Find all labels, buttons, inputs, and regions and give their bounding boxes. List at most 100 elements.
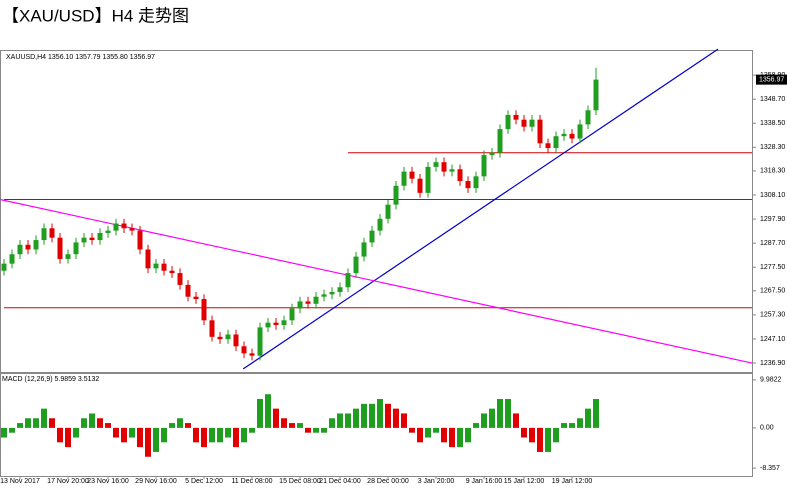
macd-bar	[193, 427, 199, 443]
candle-body	[25, 244, 31, 250]
y-tick-label: 1308.10	[760, 192, 785, 199]
candle-body	[265, 322, 271, 328]
candle-body	[497, 129, 503, 153]
x-tick-label: 3 Jan 20:00	[418, 478, 455, 485]
macd-bar	[265, 394, 271, 428]
candle-body	[257, 327, 263, 356]
macd-bar	[25, 418, 31, 428]
candle-body	[361, 242, 367, 257]
candle-body	[97, 232, 103, 241]
candle-body	[17, 244, 23, 255]
candle-body	[225, 334, 231, 340]
x-tick-label: 19 Jan 12:00	[552, 478, 593, 485]
macd-bar	[545, 427, 551, 452]
macd-bar	[345, 413, 351, 428]
candle-body	[113, 223, 119, 231]
macd-bar	[313, 427, 319, 433]
macd-bar	[73, 427, 79, 438]
candle-body	[561, 133, 567, 137]
macd-bar	[409, 427, 415, 433]
macd-bar	[329, 418, 335, 428]
macd-bar	[249, 427, 255, 433]
y-tick-label: 1338.50	[760, 120, 785, 127]
macd-bar	[41, 408, 47, 428]
macd-bar	[9, 427, 15, 433]
macd-bar	[281, 418, 287, 428]
chart-title: 【XAU/USD】H4 走势图	[2, 6, 189, 25]
candle-body	[345, 273, 351, 288]
candle-body	[313, 296, 319, 304]
candle-body	[401, 171, 407, 186]
candle-body	[169, 270, 175, 274]
x-tick-label: 21 Dec 04:00	[319, 478, 361, 485]
candle-body	[505, 114, 511, 130]
candle-body	[217, 336, 223, 340]
x-tick-label: 15 Dec 08:00	[279, 478, 321, 485]
macd-bar	[153, 427, 159, 452]
macd-bar	[217, 427, 223, 443]
x-tick-label: 23 Nov 16:00	[87, 478, 129, 485]
candle-body	[417, 178, 423, 193]
candle-body	[177, 273, 183, 285]
candle-body	[521, 119, 527, 127]
candle-body	[489, 152, 495, 156]
macd-bar	[361, 403, 367, 428]
candle-body	[321, 294, 327, 297]
macd-bar	[505, 399, 511, 428]
candle-body	[209, 320, 215, 337]
macd-bar	[321, 427, 327, 433]
candle-body	[193, 296, 199, 300]
candle-body	[249, 353, 255, 356]
x-tick-label: 15 Jan 12:00	[504, 478, 545, 485]
x-tick-label: 17 Nov 20:00	[47, 478, 89, 485]
y-tick-label: 1318.30	[760, 168, 785, 175]
candle-body	[393, 185, 399, 205]
macd-bar	[497, 399, 503, 428]
x-tick-label: 13 Nov 2017	[0, 478, 40, 485]
macd-bar	[569, 423, 575, 428]
macd-bar	[553, 427, 559, 443]
macd-bar	[457, 427, 463, 448]
candle-body	[457, 169, 463, 182]
macd-bar	[145, 427, 151, 457]
header: XAUUSD,H4 1356.10 1357.79 1355.80 1356.9…	[6, 54, 155, 61]
candle-body	[545, 143, 551, 149]
macd-bar	[17, 423, 23, 428]
macd-bar	[513, 413, 519, 428]
macd-bar	[393, 408, 399, 428]
candle-body	[569, 133, 575, 139]
candle-body	[241, 346, 247, 354]
x-tick-label: 29 Nov 16:00	[135, 478, 177, 485]
y-tick-label: 1287.70	[760, 240, 785, 247]
candle-body	[129, 228, 135, 231]
candle-body	[369, 230, 375, 243]
y-tick-label: 1247.10	[760, 336, 785, 343]
macd-bar	[81, 418, 87, 428]
candle-body	[305, 301, 311, 304]
candle-body	[513, 114, 519, 120]
macd-bar	[1, 427, 7, 438]
macd-bar	[401, 413, 407, 428]
x-tick-label: 5 Dec 12:00	[185, 478, 223, 485]
candle-body	[481, 155, 487, 177]
macd-tick-label: 9.9822	[760, 377, 782, 384]
macd-bar	[481, 413, 487, 428]
candle-body	[577, 124, 583, 139]
candle-body	[473, 176, 479, 189]
macd-bar	[465, 427, 471, 443]
macd-bar	[297, 423, 303, 428]
candle-body	[289, 308, 295, 321]
macd-bar	[161, 427, 167, 443]
candle-body	[553, 136, 559, 149]
macd-bar	[57, 427, 63, 443]
macd-bar	[433, 427, 439, 433]
macd-bar	[305, 427, 311, 433]
macd-bar	[521, 427, 527, 438]
macd-bar	[369, 403, 375, 428]
y-tick-label: 1328.30	[760, 144, 785, 151]
candle-body	[137, 230, 143, 250]
macd-bar	[353, 408, 359, 428]
macd-bar	[97, 418, 103, 428]
macd-bar	[129, 427, 135, 438]
candle-body	[433, 162, 439, 167]
